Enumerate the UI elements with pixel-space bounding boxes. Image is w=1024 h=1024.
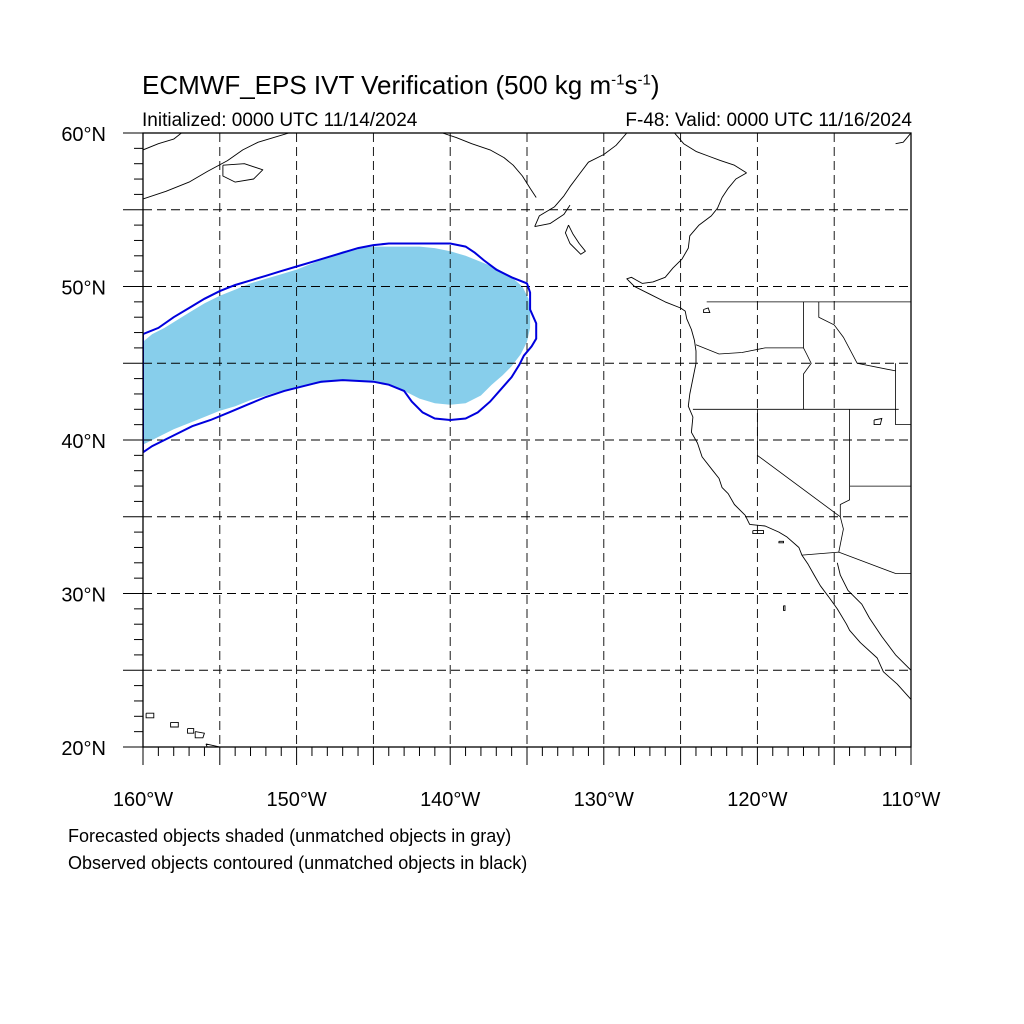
island-7 [783, 605, 786, 611]
title-text: ECMWF_EPS IVT Verification (500 kg m [142, 70, 612, 100]
political-border-2 [757, 409, 841, 518]
title-unit-s: s [624, 70, 638, 100]
lat-tick-label: 40°N [61, 431, 106, 453]
title-exponent-2: -1 [637, 71, 651, 89]
map-title: ECMWF_EPS IVT Verification (500 kg m-1s-… [142, 70, 659, 101]
lon-tick-label: 140°W [420, 789, 480, 811]
coastline-0 [674, 133, 747, 174]
island-8 [873, 417, 883, 426]
political-border-6 [895, 363, 911, 426]
coastline-8 [143, 133, 182, 151]
political-border-4 [803, 301, 812, 410]
lon-tick-label: 160°W [113, 789, 173, 811]
coastline-9 [222, 163, 264, 183]
coastline-5 [564, 224, 586, 255]
init-time-label: Initialized: 0000 UTC 11/14/2024 [142, 110, 418, 131]
island-2 [187, 728, 195, 734]
caption-observed: Observed objects contoured (unmatched ob… [68, 853, 528, 873]
coastline-10 [895, 133, 911, 145]
forecast-ivt-object [143, 246, 531, 445]
coastline-7 [143, 133, 290, 200]
lon-tick-label: 110°W [882, 789, 941, 811]
coastline-3 [534, 133, 628, 227]
title-exponent-1: -1 [611, 71, 625, 89]
valid-time-label: F-48: Valid: 0000 UTC 11/16/2024 [625, 110, 912, 131]
lat-tick-label: 50°N [61, 278, 106, 300]
political-border-3 [695, 344, 804, 355]
political-border-9 [801, 551, 911, 574]
coastline-1 [626, 172, 911, 700]
island-0 [145, 712, 155, 719]
political-border-7 [839, 409, 850, 517]
political-border-5 [818, 301, 896, 372]
lon-tick-label: 120°W [727, 789, 787, 811]
caption-forecast: Forecasted objects shaded (unmatched obj… [68, 826, 512, 846]
coastline-2 [836, 562, 911, 671]
island-6 [778, 540, 784, 544]
title-close: ) [650, 70, 660, 100]
lat-tick-label: 30°N [61, 585, 106, 607]
island-3 [194, 731, 205, 739]
island-1 [170, 721, 179, 728]
lon-tick-label: 150°W [266, 789, 326, 811]
observed-ivt-contour [143, 242, 538, 454]
lon-tick-label: 130°W [574, 789, 634, 811]
island-4 [205, 743, 221, 747]
political-border-10 [838, 516, 844, 553]
coastline-6 [442, 133, 537, 198]
lat-tick-label: 20°N [61, 738, 106, 760]
island-5 [752, 530, 764, 535]
lat-tick-label: 60°N [61, 124, 106, 146]
island-9 [703, 307, 711, 314]
